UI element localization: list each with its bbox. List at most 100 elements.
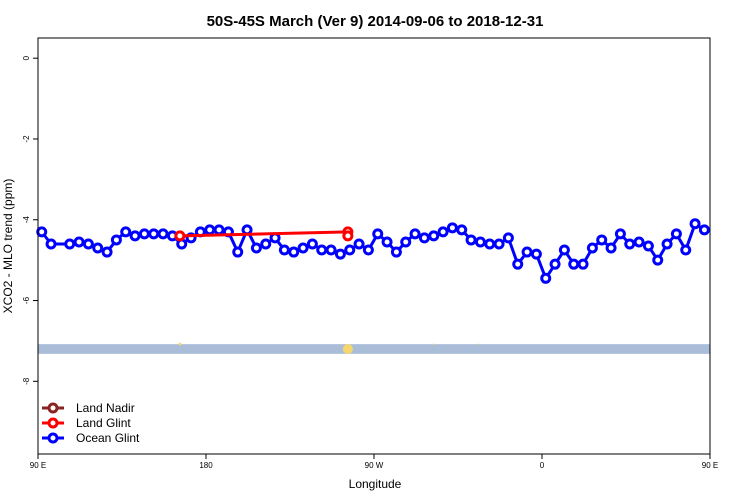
data-point [596, 234, 608, 246]
data-point [353, 238, 365, 250]
coverage-highlight [342, 343, 353, 354]
data-point [456, 224, 468, 236]
data-point [362, 244, 374, 256]
data-point [428, 230, 440, 242]
data-point [101, 246, 113, 258]
data-point [437, 226, 449, 238]
data-point [418, 232, 430, 244]
data-point [512, 258, 524, 270]
coverage-band [38, 342, 710, 354]
data-point [204, 224, 216, 236]
data-point [325, 244, 337, 256]
data-point [316, 244, 328, 256]
data-point [484, 238, 496, 250]
data-point [586, 242, 598, 254]
x-tick-label: 90 E [702, 461, 718, 470]
data-point [568, 258, 580, 270]
data-point [174, 230, 186, 242]
data-point [652, 254, 664, 266]
legend-marker [47, 417, 59, 429]
legend-entry: Land Glint [42, 416, 131, 430]
data-point [390, 246, 402, 258]
x-tick-label: 180 [199, 461, 213, 470]
x-axis-label: Longitude [349, 477, 402, 491]
data-point [446, 222, 458, 234]
data-point [110, 234, 122, 246]
data-point [306, 238, 318, 250]
data-point [148, 228, 160, 240]
data-point [670, 228, 682, 240]
data-point [157, 228, 169, 240]
data-point [213, 224, 225, 236]
series-land-glint [174, 226, 354, 242]
legend-entry: Ocean Glint [42, 431, 140, 445]
data-point [624, 238, 636, 250]
data-point [493, 238, 505, 250]
data-point [82, 238, 94, 250]
data-point [680, 244, 692, 256]
data-point [334, 248, 346, 260]
data-point [36, 226, 48, 238]
data-point [45, 238, 57, 250]
data-point [558, 244, 570, 256]
data-point [241, 224, 253, 236]
data-point [342, 230, 354, 242]
data-point [642, 240, 654, 252]
data-point [614, 228, 626, 240]
data-point [400, 236, 412, 248]
data-point [381, 236, 393, 248]
data-point [540, 272, 552, 284]
y-tick-label: -4 [22, 216, 31, 224]
data-point [698, 224, 710, 236]
data-point [232, 246, 244, 258]
legend-marker [47, 402, 59, 414]
plot-frame [37, 37, 711, 455]
y-tick-label: 0 [22, 55, 31, 60]
coverage-highlight [432, 343, 435, 345]
y-tick-label: -2 [22, 135, 31, 143]
data-point [502, 232, 514, 244]
data-point [549, 258, 561, 270]
coverage-highlight [477, 343, 480, 345]
series-layer [36, 218, 710, 284]
x-tick-label: 90 W [365, 461, 384, 470]
legend-label: Land Nadir [76, 401, 135, 415]
data-point [577, 258, 589, 270]
data-point [372, 228, 384, 240]
x-tick-label: 0 [540, 461, 545, 470]
data-point [474, 236, 486, 248]
legend-label: Ocean Glint [76, 431, 140, 445]
data-point [530, 248, 542, 260]
y-axis-label: XCO2 - MLO trend (ppm) [1, 179, 15, 314]
data-point [92, 242, 104, 254]
coverage-band-bar [38, 344, 710, 354]
x-tick-label: 90 E [30, 461, 46, 470]
data-point [260, 238, 272, 250]
legend-label: Land Glint [76, 416, 131, 430]
data-point [605, 242, 617, 254]
data-point [129, 230, 141, 242]
coverage-highlight [178, 342, 182, 346]
data-point [521, 246, 533, 258]
data-point [288, 246, 300, 258]
data-point [138, 228, 150, 240]
legend-entry: Land Nadir [42, 401, 135, 415]
data-point [73, 236, 85, 248]
data-point [465, 234, 477, 246]
data-point [409, 228, 421, 240]
legend-marker [47, 432, 59, 444]
data-point [661, 238, 673, 250]
data-point [344, 244, 356, 256]
data-point [689, 218, 701, 230]
chart-title: 50S-45S March (Ver 9) 2014-09-06 to 2018… [207, 13, 544, 30]
data-point [64, 238, 76, 250]
series-ocean-glint [36, 218, 710, 284]
y-tick-label: -8 [22, 377, 31, 385]
data-point [250, 242, 262, 254]
y-tick-label: -6 [22, 296, 31, 304]
data-point [297, 242, 309, 254]
data-point [278, 244, 290, 256]
axes: 90 E 180 90 W 0 90 E 0 -2 -4 -6 -8 [22, 55, 718, 470]
